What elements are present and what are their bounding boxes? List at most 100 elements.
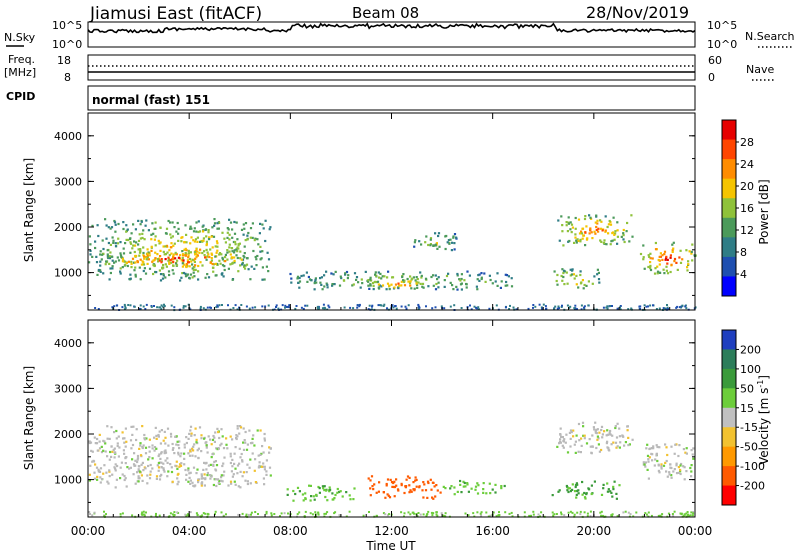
data-cell — [321, 307, 324, 310]
data-cell — [451, 284, 454, 287]
data-cell — [437, 234, 440, 238]
data-cell — [167, 270, 171, 273]
data-cell — [122, 227, 125, 231]
data-cell — [147, 458, 150, 461]
data-cell — [217, 447, 220, 450]
data-cell — [212, 270, 215, 273]
data-cell — [560, 274, 563, 278]
data-cell — [370, 475, 374, 478]
data-cell — [575, 274, 578, 277]
data-cell — [684, 305, 687, 308]
data-cell — [304, 497, 307, 501]
data-cell — [231, 236, 234, 239]
data-cell — [280, 512, 283, 515]
data-cell — [253, 469, 256, 472]
data-cell — [373, 281, 376, 284]
data-cell — [239, 257, 242, 260]
data-cell — [218, 436, 221, 440]
data-cell — [594, 430, 597, 433]
colorbar-segment — [722, 256, 736, 277]
data-cell — [581, 493, 584, 496]
data-cell — [670, 445, 673, 448]
colorbar-tick-label: 100 — [740, 363, 761, 376]
data-cell — [244, 479, 247, 482]
data-cell — [217, 227, 220, 230]
data-cell — [323, 512, 326, 515]
data-cell — [121, 473, 124, 476]
data-cell — [149, 473, 152, 476]
data-cell — [580, 232, 584, 235]
data-cell — [382, 491, 385, 494]
data-cell — [103, 514, 106, 517]
data-cell — [242, 441, 245, 444]
data-cell — [161, 266, 164, 269]
data-cell — [150, 238, 153, 241]
nsky-label: N.Sky — [4, 31, 36, 44]
data-cell — [607, 448, 610, 451]
data-cell — [611, 305, 613, 307]
data-cell — [369, 479, 372, 482]
data-cell — [331, 283, 334, 286]
data-cell — [132, 261, 136, 264]
data-cell — [662, 464, 666, 467]
data-cell — [661, 258, 664, 261]
data-cell — [201, 225, 204, 228]
data-cell — [122, 437, 125, 440]
data-cell — [147, 464, 150, 468]
data-cell — [334, 270, 337, 273]
data-cell — [124, 427, 127, 430]
colorbar-segment — [722, 388, 736, 409]
data-cell — [594, 221, 597, 224]
data-cell — [225, 443, 228, 446]
data-cell — [315, 281, 318, 284]
data-cell — [654, 458, 657, 461]
data-cell — [691, 243, 694, 246]
data-cell — [218, 252, 222, 255]
data-cell — [91, 255, 94, 258]
data-cell — [216, 304, 219, 307]
data-cell — [649, 268, 653, 272]
data-cell — [160, 308, 163, 311]
data-cell — [647, 265, 650, 269]
data-cell — [170, 466, 173, 469]
data-cell — [557, 219, 560, 222]
data-cell — [257, 454, 260, 457]
data-cell — [145, 303, 148, 306]
data-cell — [567, 216, 570, 219]
data-cell — [233, 259, 236, 262]
data-cell — [160, 473, 163, 476]
data-cell — [651, 257, 654, 260]
data-cell — [233, 452, 236, 455]
data-cell — [622, 435, 625, 438]
data-cell — [676, 268, 679, 271]
data-cell — [155, 477, 158, 480]
data-cell — [255, 264, 258, 267]
data-cell — [158, 306, 161, 309]
data-cell — [183, 457, 186, 460]
freq-unit: [MHz] — [4, 66, 36, 79]
data-cell — [544, 305, 547, 308]
colorbar-segment — [722, 237, 736, 258]
data-cell — [183, 263, 186, 266]
data-cell — [669, 256, 672, 259]
data-cell — [99, 250, 102, 253]
data-cell — [349, 306, 352, 309]
data-cell — [392, 306, 395, 309]
data-cell — [692, 511, 694, 514]
data-cell — [187, 249, 190, 252]
data-cell — [250, 265, 253, 268]
data-cell — [144, 446, 148, 449]
data-cell — [663, 272, 666, 275]
data-cell — [94, 442, 97, 445]
data-cell — [467, 514, 470, 517]
data-cell — [606, 429, 609, 432]
data-cell — [286, 488, 289, 491]
data-cell — [199, 240, 202, 243]
data-cell — [172, 272, 175, 275]
data-cell — [313, 280, 317, 283]
data-cell — [672, 515, 675, 518]
data-cell — [504, 273, 507, 276]
data-cell — [561, 224, 564, 227]
data-cell — [294, 492, 297, 496]
